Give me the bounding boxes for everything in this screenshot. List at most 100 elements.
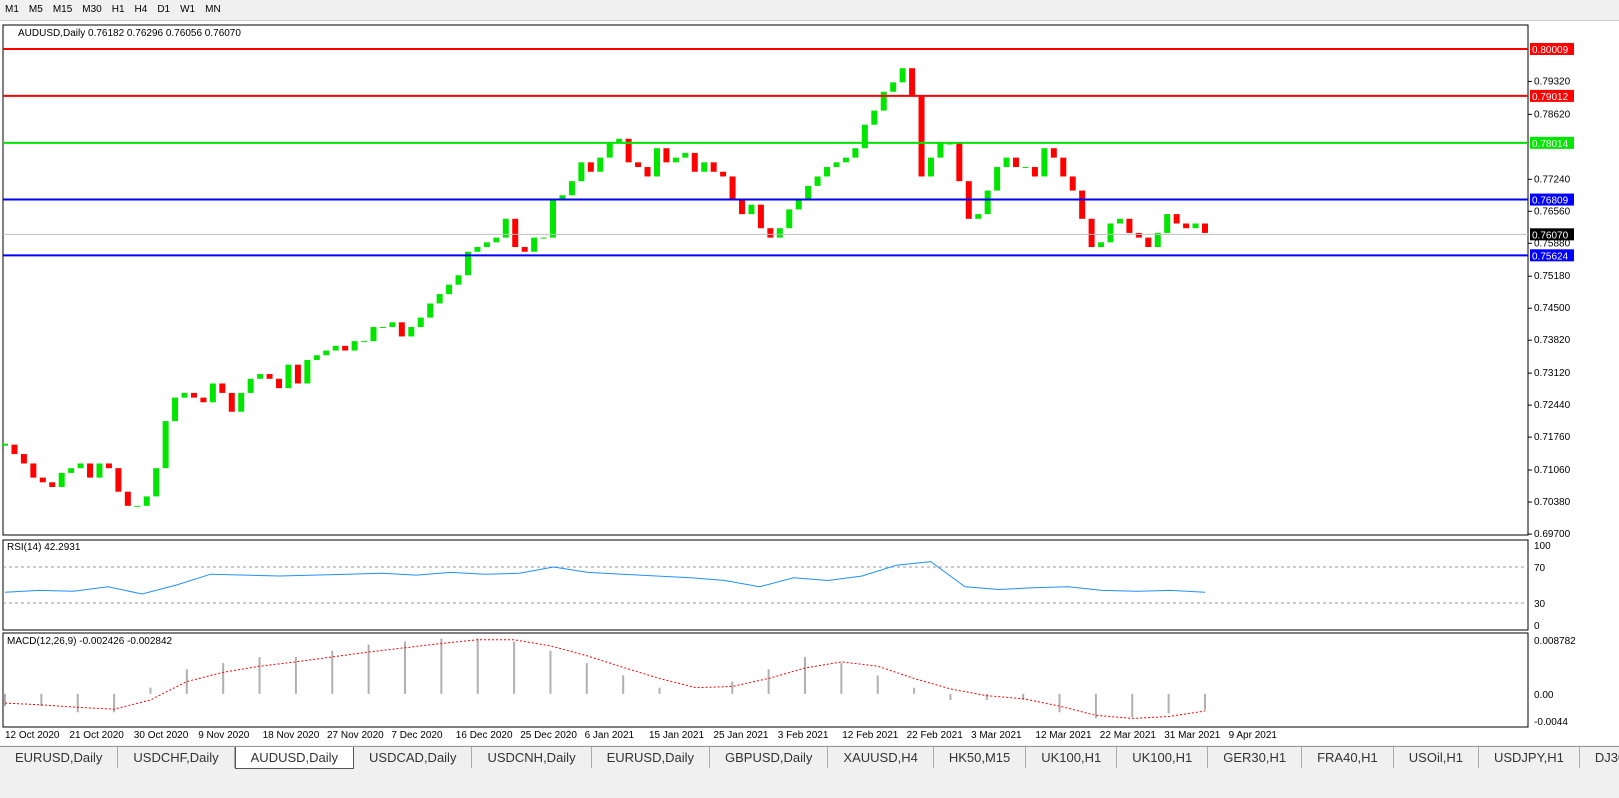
symbol-tab[interactable]: EURUSD,Daily xyxy=(0,747,119,768)
symbol-tab[interactable]: HK50,M15 xyxy=(934,747,1027,768)
rsi-title: RSI(14) 42.2931 xyxy=(7,542,81,553)
timeframe-button[interactable]: M15 xyxy=(52,4,73,15)
timeframe-button[interactable]: W1 xyxy=(180,4,196,15)
chart-tabs: EURUSD,Daily USDCHF,Daily AUDUSD,Daily USDC… xyxy=(0,746,1619,769)
symbol-tab[interactable]: USDCAD,Daily xyxy=(354,747,473,768)
symbol-tab[interactable]: GBPUSD,Daily xyxy=(710,747,829,768)
candle xyxy=(398,322,405,337)
timeframe-button[interactable]: H4 xyxy=(134,4,148,15)
timeframe-button[interactable]: H1 xyxy=(111,4,125,15)
x-tick-label: 9 Apr 2021 xyxy=(1229,730,1278,741)
timeframe-button[interactable]: MN xyxy=(205,4,221,15)
x-tick-label: 15 Jan 2021 xyxy=(649,730,704,741)
candle xyxy=(946,143,953,145)
symbol-tab[interactable]: EURUSD,Daily xyxy=(592,747,710,768)
candle xyxy=(937,143,944,158)
candle xyxy=(521,247,528,252)
timeframe-button[interactable]: M5 xyxy=(28,4,43,15)
y-tick-label: 0.79320 xyxy=(1534,76,1571,87)
symbol-tab[interactable]: FRA40,H1 xyxy=(1302,747,1394,768)
candle xyxy=(1126,218,1133,233)
macd-title: MACD(12,26,9) -0.002426 -0.002842 xyxy=(7,636,173,647)
current-price-label: 0.76070 xyxy=(1532,230,1569,241)
candle xyxy=(1164,214,1171,233)
x-tick-label: 16 Dec 2020 xyxy=(456,730,513,741)
y-tick-label: 0.75180 xyxy=(1534,271,1571,282)
symbol-tab[interactable]: USDJPY,H1 xyxy=(1479,747,1580,768)
candle xyxy=(124,491,131,506)
timeframe-button[interactable]: M1 xyxy=(5,4,19,15)
candle xyxy=(483,242,490,248)
candle xyxy=(994,167,1001,191)
candle xyxy=(1079,190,1086,219)
y-tick-label: 0.74500 xyxy=(1534,303,1571,314)
x-tick-label: 25 Jan 2021 xyxy=(713,730,768,741)
candle xyxy=(1031,167,1038,177)
symbol-tab[interactable]: UK100,H1 xyxy=(1117,747,1209,768)
y-tick-label: 0.73120 xyxy=(1534,368,1571,379)
candle xyxy=(87,463,94,478)
candle xyxy=(909,68,916,97)
candle xyxy=(1107,223,1114,243)
candle xyxy=(663,148,670,163)
candle xyxy=(1013,157,1020,168)
candle xyxy=(370,327,377,342)
symbol-tab[interactable]: USDCNH,Daily xyxy=(472,747,592,768)
y-tick-label: 0.72440 xyxy=(1534,400,1571,411)
candle xyxy=(247,378,254,393)
x-tick-label: 22 Mar 2021 xyxy=(1100,730,1157,741)
candle xyxy=(172,397,179,422)
candle xyxy=(635,162,642,168)
symbol-tab[interactable]: USOil,H1 xyxy=(1394,747,1479,768)
candle xyxy=(890,82,897,92)
symbol-tab[interactable]: USDCHF,Daily xyxy=(118,747,235,768)
symbol-tab[interactable]: GER30,H1 xyxy=(1208,747,1303,768)
candle xyxy=(379,327,386,329)
x-tick-label: 27 Nov 2020 xyxy=(327,730,384,741)
y-tick-label: 0.008782 xyxy=(1534,636,1576,647)
symbol-tab[interactable]: DJ30,Weekly xyxy=(1580,747,1619,768)
y-tick-label: 0 xyxy=(1534,621,1540,632)
candle xyxy=(927,157,934,177)
candle xyxy=(795,199,802,210)
x-tick-label: 9 Nov 2020 xyxy=(198,730,250,741)
candle xyxy=(58,472,65,488)
candle xyxy=(880,91,887,111)
candle xyxy=(644,167,651,177)
candle xyxy=(502,218,509,238)
candle xyxy=(11,444,18,455)
candle xyxy=(20,454,27,464)
candle xyxy=(266,374,273,379)
candle xyxy=(1192,223,1199,229)
candle xyxy=(105,463,112,469)
candle xyxy=(1173,214,1180,224)
rsi-line xyxy=(4,561,1206,595)
chart-window: AUDUSD,Daily 0.76182 0.76296 0.76056 0.7… xyxy=(0,21,1619,745)
candle xyxy=(1098,242,1105,248)
candle xyxy=(776,228,783,238)
chart-bg xyxy=(0,21,1619,745)
current-price-bg xyxy=(1530,228,1574,241)
level-label: 0.79012 xyxy=(1532,92,1569,103)
x-tick-label: 18 Nov 2020 xyxy=(263,730,320,741)
candle xyxy=(134,505,141,507)
symbol-tab[interactable]: UK100,H1 xyxy=(1026,747,1118,768)
candle xyxy=(899,68,906,83)
candle xyxy=(540,237,547,239)
candle xyxy=(49,482,56,488)
candle xyxy=(77,463,84,469)
level-label-bg xyxy=(1530,193,1574,206)
candle xyxy=(975,214,982,219)
y-tick-label: 30 xyxy=(1534,599,1546,610)
y-tick-label: 0.78620 xyxy=(1534,109,1571,120)
timeframe-button[interactable]: D1 xyxy=(157,4,171,15)
symbol-tab[interactable]: AUDUSD,Daily xyxy=(234,747,355,769)
candle xyxy=(814,176,821,186)
candle xyxy=(550,199,557,238)
symbol-tab[interactable]: XAUUSD,H4 xyxy=(828,747,934,768)
candle xyxy=(39,477,46,483)
candle xyxy=(332,345,339,351)
timeframe-button[interactable]: M30 xyxy=(82,4,102,15)
candle xyxy=(209,383,216,403)
candle xyxy=(1060,157,1067,177)
